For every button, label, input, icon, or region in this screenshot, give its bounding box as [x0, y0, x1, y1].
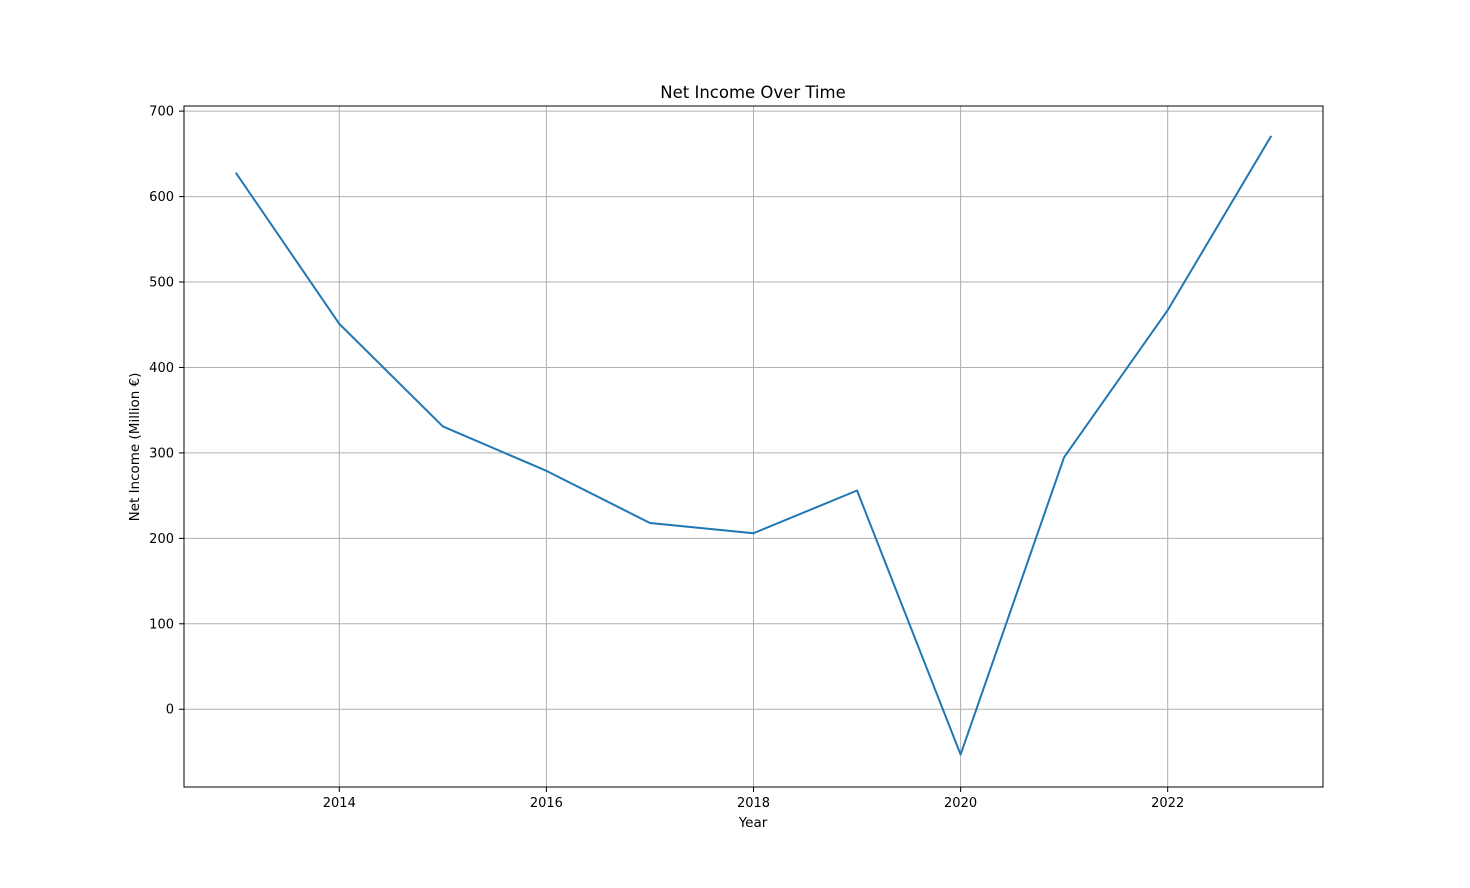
- chart-title: Net Income Over Time: [660, 83, 845, 102]
- y-axis-ticks: 0 100 200 300 400 500 600 700: [149, 105, 184, 718]
- y-tick-label: 500: [149, 276, 174, 291]
- x-tick-label: 2022: [1151, 796, 1184, 811]
- grid: [184, 106, 1323, 787]
- y-tick-label: 200: [149, 532, 174, 547]
- y-tick-label: 700: [149, 105, 174, 120]
- x-tick-label: 2018: [737, 796, 770, 811]
- y-tick-label: 0: [166, 703, 174, 718]
- x-tick-label: 2014: [323, 796, 356, 811]
- y-axis-label: Net Income (Million €): [127, 373, 143, 522]
- y-tick-label: 400: [149, 361, 174, 376]
- y-tick-label: 600: [149, 190, 174, 205]
- y-tick-label: 300: [149, 446, 174, 461]
- series-layer: [234, 135, 1273, 756]
- x-axis-ticks: 2014 2016 2018 2020 2022: [323, 787, 1184, 811]
- x-axis-label: Year: [738, 815, 768, 831]
- series-line: [234, 135, 1273, 756]
- x-tick-label: 2020: [944, 796, 977, 811]
- x-tick-label: 2016: [530, 796, 563, 811]
- y-tick-label: 100: [149, 617, 174, 632]
